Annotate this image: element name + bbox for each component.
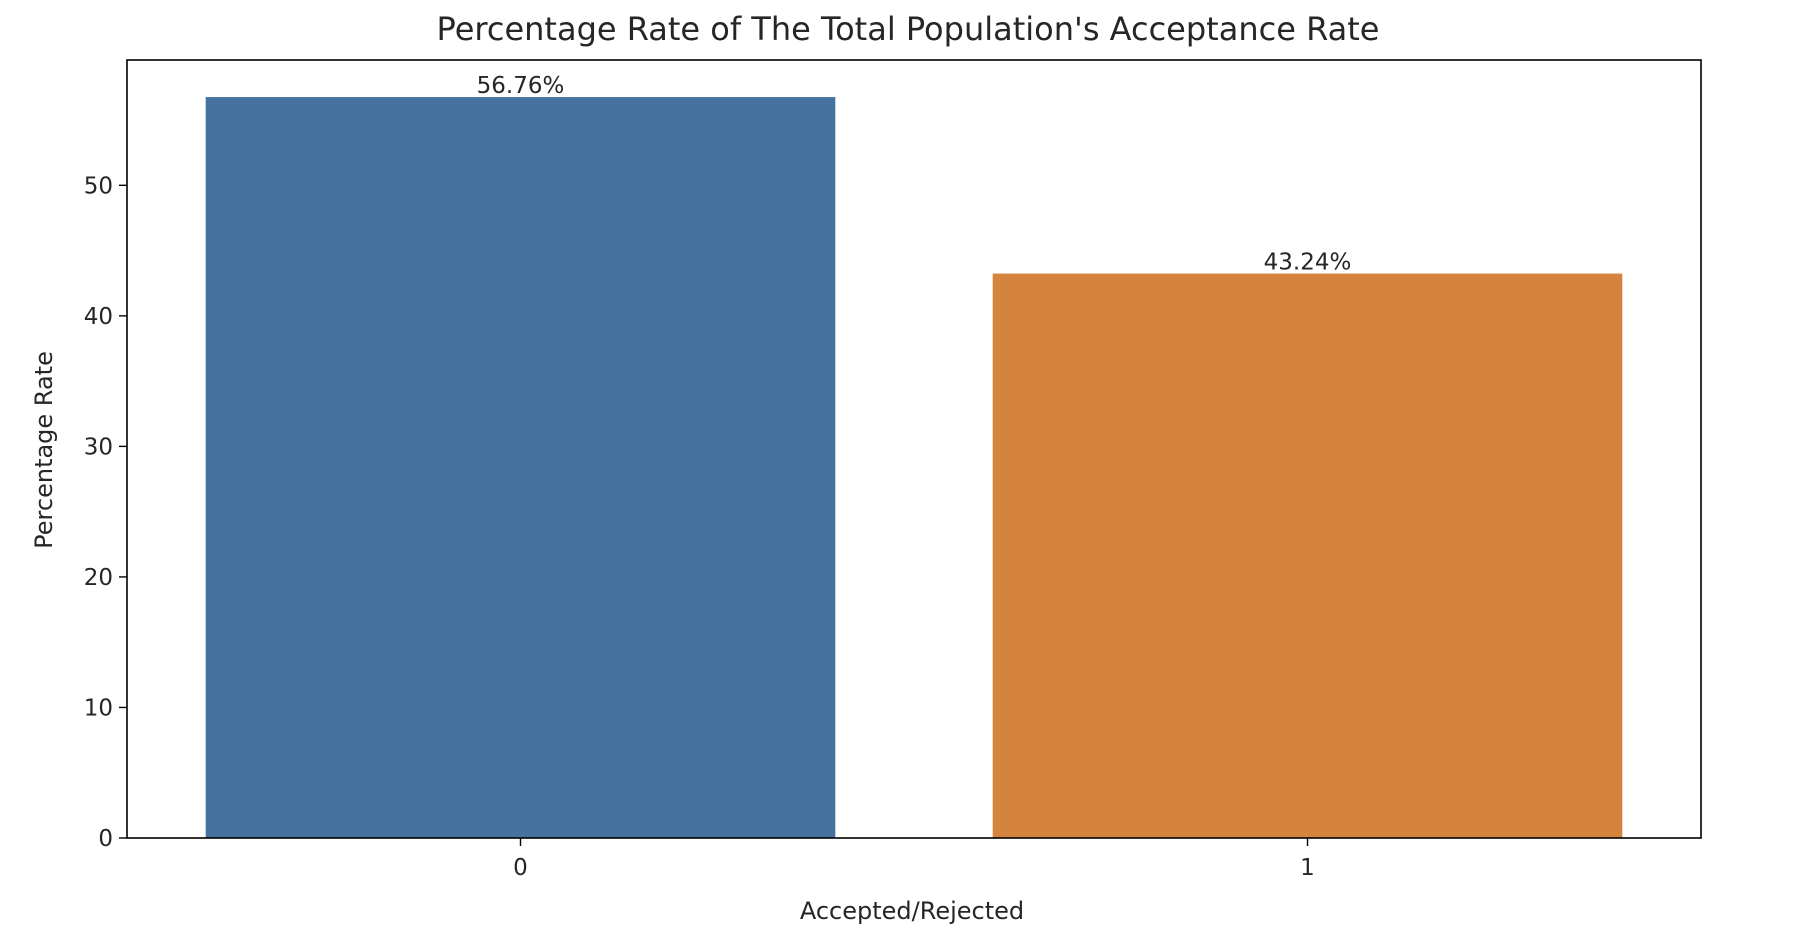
bars-layer (205, 97, 1623, 839)
y-tick-label-30: 30 (84, 434, 113, 460)
y-tick-label-20: 20 (84, 565, 113, 591)
bar-0 (205, 97, 836, 838)
y-tick-label-10: 10 (84, 695, 113, 721)
data-labels-layer: 56.76% 43.24% (477, 73, 1352, 275)
y-axis-title: Percentage Rate (30, 351, 58, 549)
data-label-1: 43.24% (1264, 250, 1352, 276)
x-tick-label-0: 0 (513, 855, 528, 881)
y-tick-label-50: 50 (84, 173, 113, 199)
bar-1 (992, 273, 1623, 839)
y-axis: 0 10 20 30 40 50 (84, 173, 127, 852)
chart-title: Percentage Rate of The Total Population'… (437, 10, 1380, 48)
x-tick-label-1: 1 (1300, 855, 1315, 881)
data-label-0: 56.76% (477, 73, 565, 99)
plot-frame (126, 59, 1702, 839)
y-tick-label-40: 40 (84, 304, 113, 330)
x-axis-title: Accepted/Rejected (800, 897, 1024, 925)
y-tick-label-0: 0 (98, 826, 113, 852)
